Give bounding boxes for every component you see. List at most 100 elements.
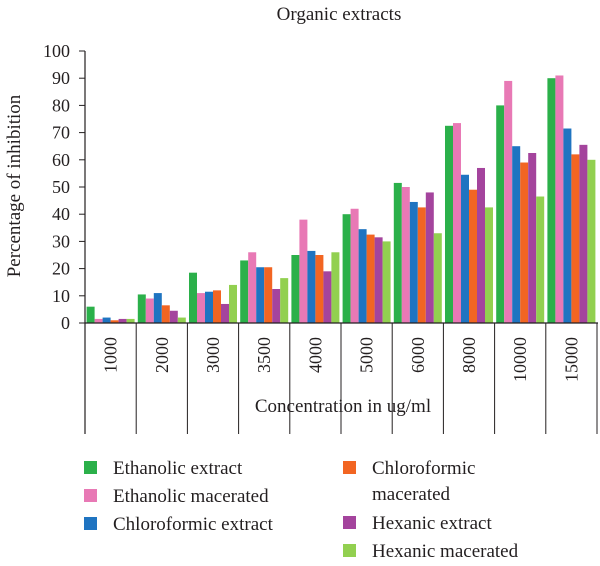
legend-item-chloroformic-macerated: Chloroformic macerated: [343, 456, 512, 508]
bar: [137, 294, 146, 323]
legend-swatch: [84, 517, 97, 530]
bar: [461, 174, 469, 323]
bar: [571, 154, 580, 323]
bar: [240, 260, 249, 323]
bar: [504, 80, 513, 323]
y-tick-label: 60: [52, 150, 70, 170]
legend-swatch: [343, 461, 356, 474]
bar: [445, 125, 453, 323]
legend-swatch: [84, 489, 97, 502]
bar: [587, 159, 596, 323]
legend-label: Chloroformic macerated: [372, 458, 476, 505]
legend-label: Hexanic extract: [372, 513, 492, 534]
bar: [280, 278, 289, 323]
bar: [366, 234, 375, 323]
bar: [229, 284, 237, 323]
bar: [161, 305, 170, 323]
legend-label: Hexanic macerated: [372, 541, 519, 562]
bar: [350, 208, 359, 323]
legend-item-chloroformic-extract: Chloroformic extract: [84, 512, 273, 538]
y-tick-label: 30: [52, 231, 70, 251]
bar: [86, 306, 95, 323]
bars: [86, 75, 596, 324]
legend-swatch: [343, 516, 356, 529]
bar: [477, 167, 485, 323]
x-tick-label: 15000: [561, 337, 581, 382]
legend-item-hexanic-extract: Hexanic extract: [343, 511, 492, 537]
bar: [145, 298, 154, 323]
bar: [563, 128, 572, 323]
legend-swatch: [343, 544, 356, 557]
bar: [358, 229, 367, 323]
bar: [496, 105, 505, 324]
y-axis-label: Percentage of inhibition: [4, 94, 25, 277]
legend-swatch: [84, 461, 97, 474]
x-tick-label: 3500: [254, 337, 274, 373]
bar: [248, 252, 257, 323]
bar: [169, 310, 178, 323]
y-tick-label: 0: [61, 313, 70, 333]
bar: [110, 320, 119, 323]
legend-item-ethanolic-extract: Ethanolic extract: [84, 456, 242, 482]
bar: [126, 318, 135, 323]
bar: [299, 219, 308, 323]
y-tick-label: 70: [52, 123, 70, 143]
y-axis-ticks: 0 10 20 30 40 50 60 70 80 90 100: [43, 41, 85, 333]
bar: [177, 317, 186, 323]
bar: [393, 182, 402, 323]
bar: [272, 289, 281, 323]
bar: [409, 201, 418, 323]
bar: [197, 293, 205, 323]
legend-label: Chloroformic extract: [113, 514, 273, 535]
bar: [291, 255, 300, 323]
bar: [512, 146, 521, 323]
bar: [382, 241, 391, 323]
legend-label: Ethanolic extract: [113, 458, 243, 479]
bar: [374, 237, 383, 323]
bar: [323, 271, 332, 323]
bar: [417, 207, 426, 323]
bar: [264, 267, 273, 323]
legend-item-ethanolic-macerated: Ethanolic macerated: [84, 484, 269, 510]
x-tick-label: 3000: [203, 337, 223, 373]
bar: [94, 318, 103, 323]
bar: [401, 187, 410, 323]
bar: [536, 196, 545, 323]
bar: [315, 255, 324, 323]
bar: [118, 318, 127, 323]
bar: [307, 250, 316, 323]
y-tick-label: 80: [52, 95, 70, 115]
bar: [520, 162, 529, 323]
bar: [213, 290, 221, 323]
bar: [433, 233, 442, 323]
x-tick-label: 1000: [101, 337, 121, 373]
y-tick-label: 10: [52, 286, 70, 306]
bar: [485, 207, 493, 323]
bar: [189, 272, 197, 323]
chart-title: Organic extracts: [277, 4, 402, 25]
x-tick-label: 5000: [357, 337, 377, 373]
x-tick-label: 8000: [459, 337, 479, 373]
bar: [469, 189, 477, 323]
bar: [555, 75, 564, 323]
y-tick-label: 90: [52, 68, 70, 88]
x-tick-label: 4000: [305, 337, 325, 373]
bar: [425, 192, 434, 323]
axes: [84, 51, 598, 434]
bar: [547, 78, 556, 323]
bar: [579, 144, 588, 323]
bar: [453, 123, 461, 323]
legend-item-hexanic-macerated: Hexanic macerated: [343, 539, 518, 565]
bar: [256, 267, 265, 323]
legend-label: Ethanolic macerated: [113, 486, 269, 507]
bar: [342, 214, 351, 323]
bar: [331, 252, 340, 323]
x-axis-label: Concentration in ug/ml: [255, 396, 431, 417]
bar: [205, 291, 213, 323]
bar: [102, 317, 111, 323]
x-tick-label: 10000: [510, 337, 530, 382]
bar: [528, 153, 537, 323]
x-tick-label: 6000: [408, 337, 428, 373]
x-tick-label: 2000: [152, 337, 172, 373]
